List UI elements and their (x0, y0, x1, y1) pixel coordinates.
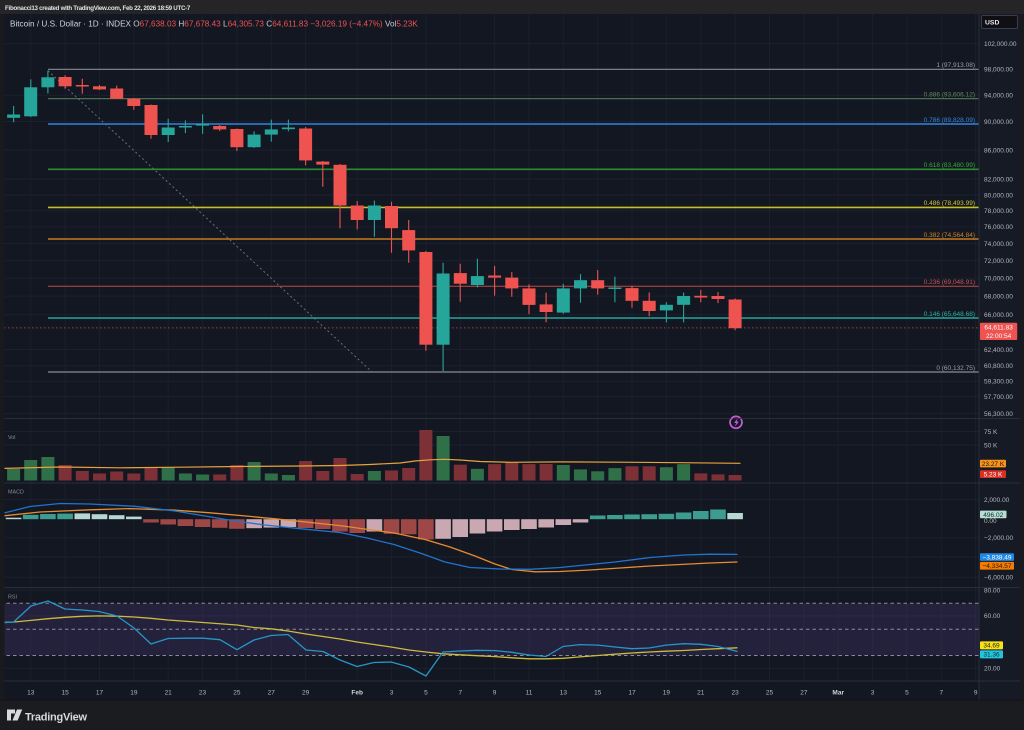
svg-text:0.486 (78,493.99): 0.486 (78,493.99) (924, 200, 975, 207)
svg-text:17: 17 (96, 690, 104, 697)
svg-text:7: 7 (458, 690, 462, 697)
svg-text:0.786 (89,828.09): 0.786 (89,828.09) (924, 117, 975, 124)
svg-text:0.886 (93,606.12): 0.886 (93,606.12) (924, 91, 975, 98)
svg-text:60.00: 60.00 (984, 613, 1001, 620)
svg-text:86,000.00: 86,000.00 (984, 147, 1013, 154)
svg-text:22:00:54: 22:00:54 (986, 333, 1012, 340)
svg-text:TradingView: TradingView (25, 711, 88, 723)
svg-text:19: 19 (130, 690, 138, 697)
svg-text:56,300.00: 56,300.00 (984, 411, 1013, 418)
svg-text:3: 3 (871, 690, 875, 697)
svg-text:74,000.00: 74,000.00 (984, 241, 1013, 248)
svg-text:−3,838.49: −3,838.49 (982, 554, 1011, 561)
svg-text:23: 23 (199, 690, 207, 697)
svg-text:102,000.00: 102,000.00 (984, 41, 1017, 48)
svg-text:62,400.00: 62,400.00 (984, 347, 1013, 354)
svg-text:27: 27 (800, 690, 808, 697)
svg-text:29: 29 (302, 690, 310, 697)
svg-text:76,000.00: 76,000.00 (984, 224, 1013, 231)
svg-text:0 (60,132.75): 0 (60,132.75) (936, 365, 975, 372)
svg-text:RSI: RSI (8, 595, 17, 601)
svg-text:−4,334.57: −4,334.57 (982, 563, 1011, 570)
svg-text:23: 23 (732, 690, 740, 697)
svg-text:94,000.00: 94,000.00 (984, 93, 1013, 100)
svg-text:13: 13 (560, 690, 568, 697)
svg-text:25: 25 (766, 690, 774, 697)
svg-text:23.27 K: 23.27 K (982, 461, 1005, 468)
svg-text:25: 25 (233, 690, 241, 697)
svg-text:−6,000.00: −6,000.00 (984, 575, 1013, 582)
svg-text:57,700.00: 57,700.00 (984, 394, 1013, 401)
svg-text:0.146 (65,648.68): 0.146 (65,648.68) (924, 311, 975, 318)
svg-text:80.00: 80.00 (984, 587, 1001, 594)
svg-text:70,000.00: 70,000.00 (984, 275, 1013, 282)
svg-text:66,000.00: 66,000.00 (984, 312, 1013, 319)
svg-text:20.00: 20.00 (984, 666, 1001, 673)
svg-text:78,000.00: 78,000.00 (984, 208, 1013, 215)
svg-text:Feb: Feb (351, 690, 363, 697)
svg-text:21: 21 (165, 690, 173, 697)
svg-text:60,800.00: 60,800.00 (984, 363, 1013, 370)
svg-text:7: 7 (939, 690, 943, 697)
svg-text:50 K: 50 K (984, 442, 998, 449)
svg-text:Mar: Mar (832, 690, 844, 697)
svg-text:496.02: 496.02 (983, 512, 1003, 519)
svg-text:Bitcoin / U.S. Dollar · 1D · I: Bitcoin / U.S. Dollar · 1D · INDEX O67,6… (10, 19, 418, 28)
svg-text:19: 19 (663, 690, 671, 697)
svg-text:68,000.00: 68,000.00 (984, 293, 1013, 300)
svg-text:−2,000.00: −2,000.00 (984, 535, 1013, 542)
svg-text:90,000.00: 90,000.00 (984, 119, 1013, 126)
svg-text:59,300.00: 59,300.00 (984, 379, 1013, 386)
svg-text:15: 15 (61, 690, 69, 697)
svg-text:75 K: 75 K (984, 429, 998, 436)
svg-text:0.618 (83,480.99): 0.618 (83,480.99) (924, 162, 975, 169)
svg-text:9: 9 (493, 690, 497, 697)
svg-text:13: 13 (27, 690, 35, 697)
svg-text:Fibonacci13 created with Tradi: Fibonacci13 created with TradingView.com… (5, 5, 191, 12)
svg-text:0.236 (69,048.91): 0.236 (69,048.91) (924, 279, 975, 286)
svg-text:31.36: 31.36 (983, 652, 1000, 659)
svg-text:80,000.00: 80,000.00 (984, 192, 1013, 199)
svg-text:98,000.00: 98,000.00 (984, 66, 1013, 73)
svg-text:82,000.00: 82,000.00 (984, 176, 1013, 183)
svg-text:15: 15 (594, 690, 602, 697)
svg-text:USD: USD (985, 20, 999, 27)
svg-text:0.382 (74,564.84): 0.382 (74,564.84) (924, 232, 975, 239)
svg-text:MACD: MACD (8, 490, 24, 496)
svg-text:17: 17 (628, 690, 636, 697)
svg-text:Vol: Vol (8, 435, 16, 441)
svg-text:3: 3 (390, 690, 394, 697)
svg-text:5: 5 (424, 690, 428, 697)
svg-text:21: 21 (697, 690, 705, 697)
svg-text:64,611.83: 64,611.83 (984, 324, 1013, 331)
svg-text:27: 27 (268, 690, 276, 697)
svg-text:11: 11 (526, 690, 533, 697)
svg-text:72,000.00: 72,000.00 (984, 258, 1013, 265)
svg-text:5: 5 (905, 690, 909, 697)
svg-text:5.23 K: 5.23 K (984, 471, 1003, 478)
svg-text:2,000.00: 2,000.00 (984, 497, 1010, 504)
svg-text:0.00: 0.00 (984, 518, 997, 525)
svg-text:1 (97,913.08): 1 (97,913.08) (936, 62, 975, 69)
svg-text:9: 9 (974, 690, 978, 697)
svg-text:34.69: 34.69 (983, 643, 1000, 650)
